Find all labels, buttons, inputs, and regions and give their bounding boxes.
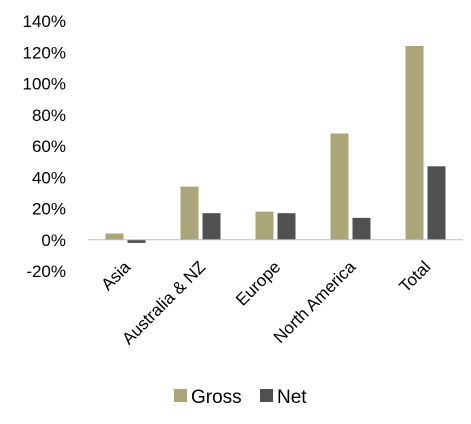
- bar-net-2: [277, 213, 296, 240]
- y-tick-label: -20%: [26, 262, 66, 281]
- bar-gross-2: [255, 211, 274, 240]
- legend-label-gross: Gross: [191, 387, 242, 408]
- y-tick-label: 20%: [32, 200, 66, 219]
- legend-swatch-net: [260, 389, 273, 402]
- bar-gross-3: [330, 133, 349, 240]
- bar-gross-1: [180, 186, 199, 240]
- legend-swatch-gross: [174, 389, 187, 402]
- bar-net-0: [127, 239, 146, 243]
- y-tick-label: 140%: [23, 12, 66, 31]
- y-tick-label: 60%: [32, 137, 66, 156]
- y-tick-label: 100%: [23, 75, 66, 94]
- bar-gross-0: [105, 233, 124, 240]
- y-tick-label: 0%: [41, 231, 66, 250]
- y-tick-label: 120%: [23, 43, 66, 62]
- bars: [105, 46, 446, 243]
- bar-net-3: [352, 217, 371, 240]
- category-label: Europe: [232, 257, 284, 309]
- bar-net-4: [427, 166, 446, 240]
- bar-net-1: [202, 213, 221, 240]
- category-label: Total: [395, 257, 434, 296]
- y-axis-ticks: -20% 0% 20% 40% 60% 80% 100% 120% 140%: [23, 12, 66, 281]
- legend: Gross Net: [174, 387, 307, 408]
- y-tick-label: 40%: [32, 168, 66, 187]
- category-label: Asia: [98, 257, 135, 294]
- y-tick-label: 80%: [32, 106, 66, 125]
- bar-gross-4: [405, 46, 424, 240]
- legend-label-net: Net: [277, 387, 307, 408]
